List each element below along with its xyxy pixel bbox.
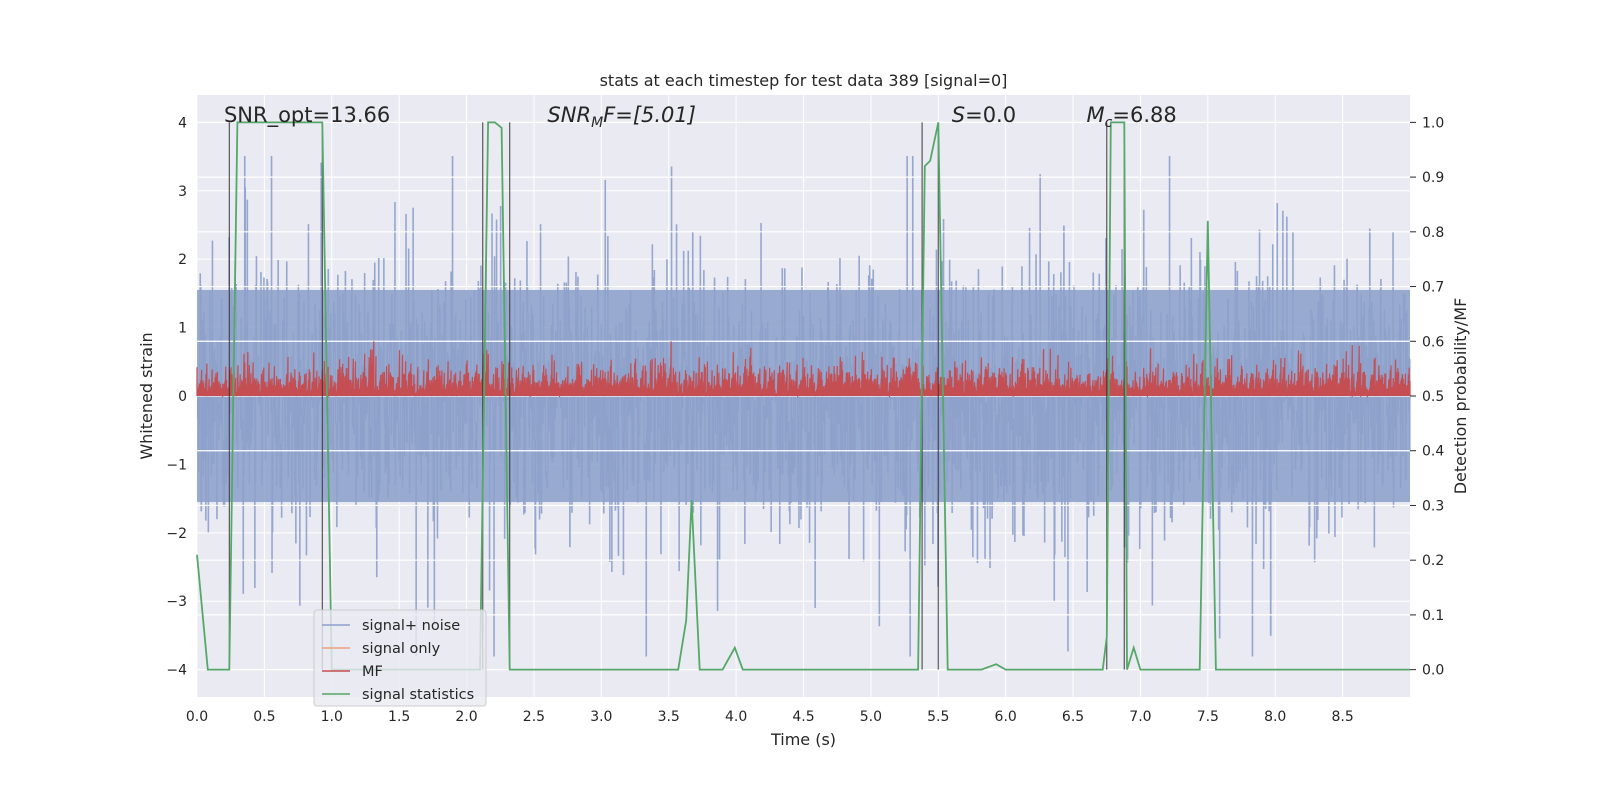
legend-label-signal-statistics: signal statistics (362, 687, 474, 703)
y-tick-label: −2 (166, 526, 187, 542)
y-right-tick-label: 0.7 (1422, 280, 1444, 296)
y-tick-label: −1 (166, 457, 187, 473)
y-right-tick-label: 0.0 (1422, 663, 1444, 679)
y-tick-label: −3 (166, 594, 187, 610)
mf-trace (196, 341, 1411, 399)
y-axis-right-label: Detection probability/MF (1451, 298, 1470, 495)
x-tick-label: 0.0 (186, 709, 208, 725)
annotation-snr-mf: SNRMF=[5.01] (547, 103, 696, 131)
y-right-tick-label: 0.8 (1422, 225, 1444, 241)
legend-box (313, 609, 487, 707)
legend-label-signal-noise: signal+ noise (362, 618, 460, 634)
y-tick-label: 0 (178, 389, 187, 405)
x-tick-label: 1.0 (321, 709, 343, 725)
y-right-tick-label: 0.1 (1422, 608, 1444, 624)
annotation-mc: Mc=6.88 (1087, 103, 1177, 131)
x-tick-label: 4.0 (725, 709, 747, 725)
x-axis-ticks: 0.0 0.5 1.0 1.5 2.0 2.5 3.0 3.5 4.0 4.5 5.0 5.5 6.0 6… (186, 709, 1354, 725)
x-tick-label: 7.5 (1197, 709, 1219, 725)
y-right-tick-label: 0.3 (1422, 498, 1444, 514)
y-tick-label: 4 (178, 115, 187, 131)
x-tick-label: 7.0 (1129, 709, 1151, 725)
y-right-tick-label: 0.4 (1422, 444, 1444, 460)
legend: signal+ noise signal only MF signal stat… (313, 609, 487, 707)
y-axis-label: Whitened strain (137, 332, 156, 459)
x-tick-label: 2.5 (523, 709, 545, 725)
annotation-snr-opt: SNR_opt=13.66 (224, 103, 390, 128)
y-right-tick-label: 0.2 (1422, 553, 1444, 569)
y-right-tick-label: 0.5 (1422, 389, 1444, 405)
x-tick-label: 0.5 (253, 709, 275, 725)
x-tick-label: 6.5 (1062, 709, 1084, 725)
y-axis-ticks: 4 3 2 1 0 −1 −2 −3 −4 (166, 115, 187, 678)
x-tick-label: 4.5 (792, 709, 814, 725)
y-axis-right-ticks: 1.0 0.9 0.8 0.7 0.6 0.5 0.4 0.3 0.2 0.1 0.0 (1410, 115, 1444, 679)
x-tick-label: 8.0 (1264, 709, 1286, 725)
x-axis-label: Time (s) (770, 730, 836, 749)
annotation-s: S=0.0 (952, 103, 1016, 127)
x-tick-label: 1.5 (388, 709, 410, 725)
x-tick-label: 6.0 (995, 709, 1017, 725)
x-tick-label: 3.0 (590, 709, 612, 725)
y-tick-label: 1 (178, 321, 187, 337)
x-tick-label: 8.5 (1331, 709, 1353, 725)
x-tick-label: 5.5 (927, 709, 949, 725)
y-tick-label: −4 (166, 663, 187, 679)
y-right-tick-label: 0.6 (1422, 334, 1444, 350)
x-tick-label: 3.5 (658, 709, 680, 725)
chart-title: stats at each timestep for test data 389… (600, 71, 1008, 90)
legend-label-mf: MF (362, 664, 383, 680)
legend-label-signal-only: signal only (362, 641, 441, 657)
y-right-tick-label: 0.9 (1422, 170, 1444, 186)
x-tick-label: 5.0 (860, 709, 882, 725)
y-right-tick-label: 1.0 (1422, 115, 1444, 131)
mf-series (196, 341, 1411, 399)
x-tick-label: 2.0 (455, 709, 477, 725)
y-tick-label: 3 (178, 184, 187, 200)
y-tick-label: 2 (178, 252, 187, 268)
